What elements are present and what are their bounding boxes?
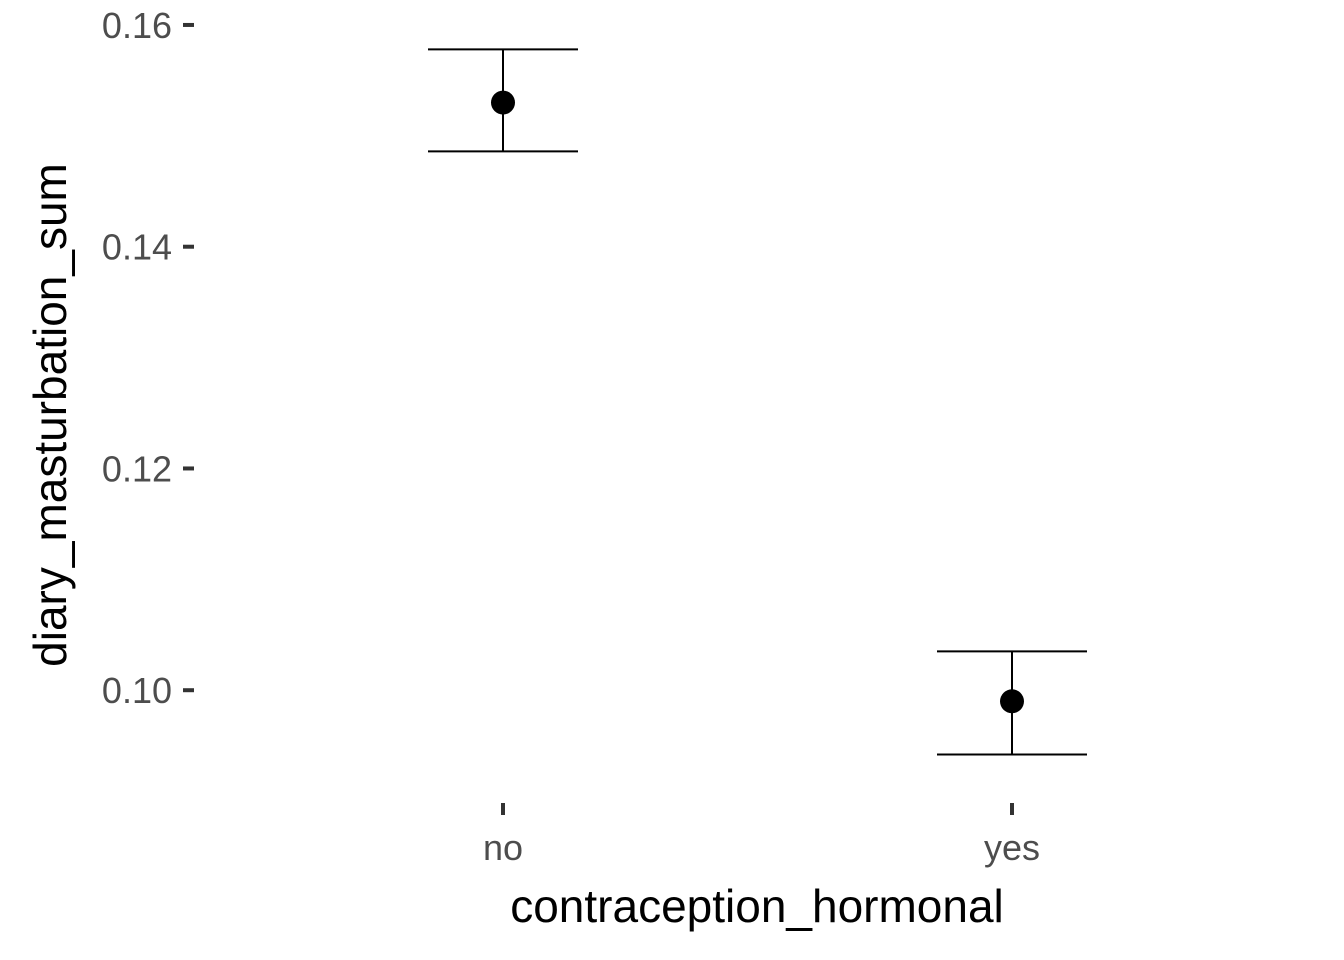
y-axis-title: diary_masturbation_sum bbox=[24, 163, 76, 667]
x-tick-label: no bbox=[483, 827, 523, 868]
y-tick-label: 0.14 bbox=[102, 227, 172, 268]
y-axis: 0.10 0.12 0.14 0.16 bbox=[102, 5, 194, 711]
plot-marks bbox=[428, 48, 1087, 756]
x-axis-title: contraception_hormonal bbox=[510, 880, 1004, 932]
y-tick-label: 0.10 bbox=[102, 670, 172, 711]
x-axis: no yes bbox=[483, 803, 1040, 868]
y-tick-label: 0.16 bbox=[102, 5, 172, 46]
data-point bbox=[1000, 689, 1024, 714]
data-point bbox=[491, 90, 515, 115]
x-tick-label: yes bbox=[984, 827, 1040, 868]
y-tick-label: 0.12 bbox=[102, 448, 172, 489]
